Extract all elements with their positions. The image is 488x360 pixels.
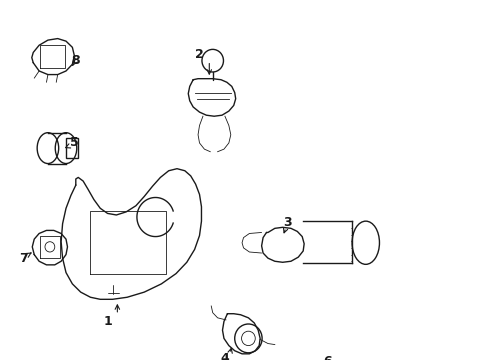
Text: 8: 8	[71, 54, 80, 67]
Text: 4: 4	[220, 352, 229, 360]
Text: 2: 2	[195, 48, 203, 61]
Text: 1: 1	[103, 315, 112, 328]
Text: 7: 7	[19, 252, 28, 265]
Text: 5: 5	[70, 136, 79, 149]
Text: 3: 3	[283, 216, 291, 229]
Text: 6: 6	[323, 355, 331, 360]
